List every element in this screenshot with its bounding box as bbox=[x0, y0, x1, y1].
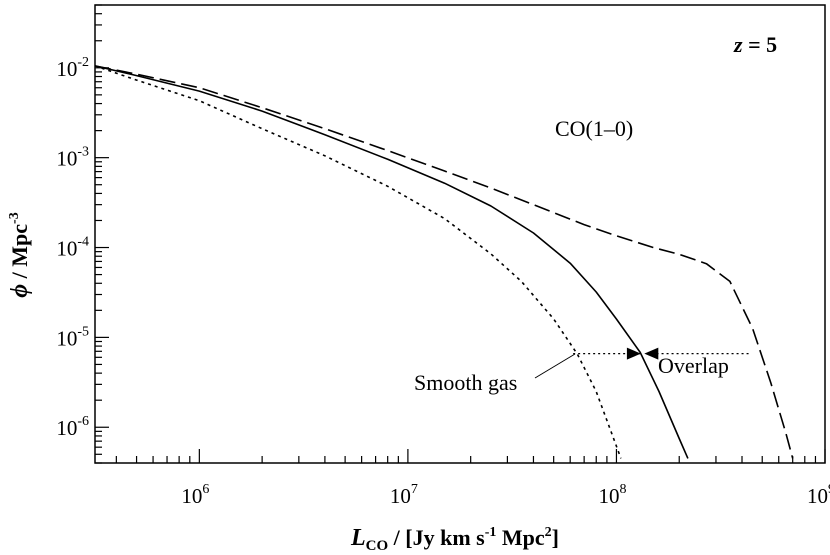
x-tick-label: 106 bbox=[181, 482, 209, 508]
x-tick-label: 107 bbox=[390, 482, 418, 508]
plot-frame bbox=[94, 4, 826, 464]
y-tick-label: 10-2 bbox=[56, 55, 89, 81]
y-tick-label: 10-5 bbox=[56, 324, 89, 350]
series-line-dashed bbox=[94, 65, 794, 459]
x-tick-label: 108 bbox=[598, 482, 626, 508]
y-tick-label: 10-4 bbox=[56, 235, 89, 261]
redshift-annotation: z = 5 bbox=[733, 32, 777, 57]
y-tick-label: 10-3 bbox=[56, 145, 89, 171]
co-line-annotation: CO(1–0) bbox=[555, 116, 633, 141]
x-tick-label: 109 bbox=[807, 482, 830, 508]
series-line-solid bbox=[94, 65, 689, 459]
x-tick-labels: 106 107 108 109 bbox=[181, 482, 830, 508]
smooth-gas-arrow-head bbox=[626, 347, 641, 360]
smooth-gas-leader-line bbox=[534, 353, 576, 379]
overlap-label: Overlap bbox=[658, 353, 729, 378]
y-tick-labels: 10-2 10-3 10-4 10-5 10-6 bbox=[56, 55, 89, 440]
overlap-arrow-head bbox=[644, 347, 659, 360]
y-tick-label: 10-6 bbox=[56, 414, 89, 440]
smooth-gas-label: Smooth gas bbox=[414, 370, 517, 395]
plot-area bbox=[94, 4, 826, 464]
y-axis-label: ϕ / Mpc-3 bbox=[7, 212, 33, 297]
arrow-group bbox=[573, 347, 749, 360]
x-axis-label: LCO / [Jy km s-1 Mpc2] bbox=[350, 525, 559, 554]
axis-ticks bbox=[95, 4, 826, 464]
series-group bbox=[94, 65, 794, 459]
series-line-dotted bbox=[94, 65, 622, 459]
